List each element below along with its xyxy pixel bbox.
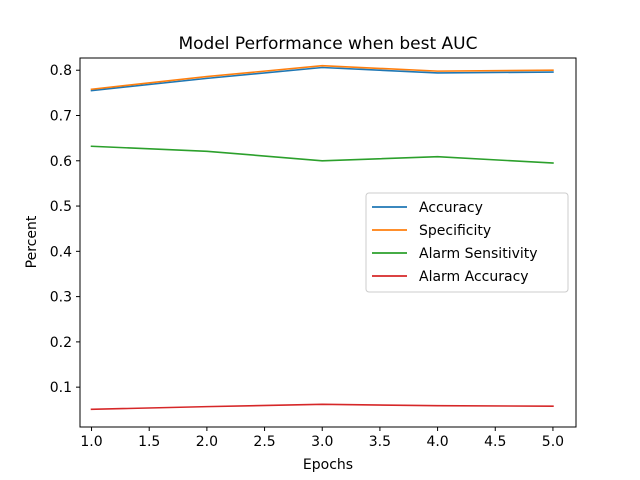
- x-tick-label: 3.5: [369, 434, 391, 450]
- x-axis-ticks: 1.0 1.5 2.0 2.5 3.0 3.5 4.0 4.5 5.0: [80, 427, 564, 450]
- series-line-alarm-sensitivity: [90, 145, 554, 164]
- legend-box: [365, 192, 569, 293]
- series-layer: [90, 64, 554, 411]
- legend-label: Alarm Sensitivity: [419, 246, 538, 262]
- y-tick-label: 0.7: [50, 109, 72, 125]
- x-tick-label: 3.0: [311, 434, 333, 450]
- legend-label: Accuracy: [419, 200, 483, 216]
- y-tick-label: 0.3: [50, 290, 72, 306]
- x-tick-label: 2.5: [253, 434, 275, 450]
- y-tick-label: 0.1: [50, 380, 72, 396]
- y-tick-label: 0.6: [50, 154, 72, 170]
- series-line-specificity: [90, 64, 554, 91]
- y-tick-label: 0.5: [50, 199, 72, 215]
- x-tick-label: 1.0: [80, 434, 102, 450]
- legend: Accuracy Specificity Alarm Sensitivity Alar…: [365, 192, 569, 293]
- x-tick-label: 5.0: [542, 434, 564, 450]
- x-tick-label: 4.5: [484, 434, 506, 450]
- x-axis-label: Epochs: [303, 457, 353, 473]
- chart-title: Model Performance when best AUC: [178, 34, 477, 54]
- y-axis-label: Percent: [24, 215, 40, 268]
- x-tick-label: 1.5: [138, 434, 160, 450]
- legend-label: Specificity: [419, 223, 491, 239]
- plot-frame: [79, 57, 577, 428]
- y-tick-label: 0.8: [50, 63, 72, 79]
- series-line-alarm-accuracy: [90, 403, 554, 411]
- x-tick-label: 2.0: [196, 434, 218, 450]
- series-line-accuracy: [90, 66, 554, 92]
- legend-label: Alarm Accuracy: [419, 269, 529, 285]
- y-axis-ticks: 0.1 0.2 0.3 0.4 0.5 0.6 0.7 0.8: [50, 63, 80, 396]
- x-tick-label: 4.0: [426, 434, 448, 450]
- y-tick-label: 0.2: [50, 335, 72, 351]
- y-tick-label: 0.4: [50, 244, 72, 260]
